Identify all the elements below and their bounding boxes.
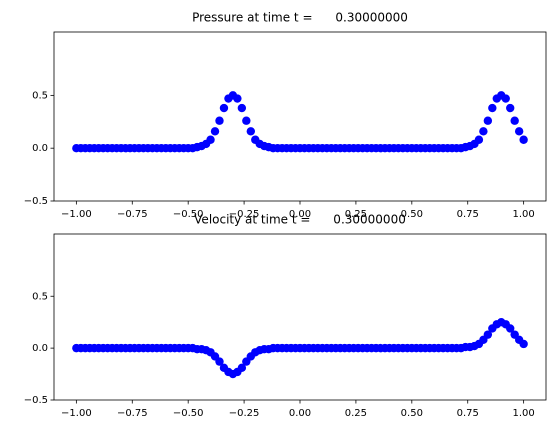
point (215, 116, 224, 125)
x-tick-label: 1.00 (513, 408, 535, 419)
x-tick-label: −1.00 (61, 408, 92, 419)
x-tick-label: 0.00 (289, 408, 311, 419)
x-tick-label: −0.75 (117, 408, 148, 419)
x-tick-label: 0.75 (457, 408, 479, 419)
point (215, 357, 224, 366)
point (233, 94, 242, 103)
x-tick-label: 0.75 (457, 209, 479, 220)
point (206, 135, 215, 144)
point (506, 324, 515, 333)
point (242, 116, 251, 125)
y-tick-label: 0.0 (32, 343, 48, 354)
axes-frame (53, 31, 547, 202)
x-tick-label: −0.75 (117, 209, 148, 220)
point (237, 103, 247, 113)
point (519, 339, 528, 349)
x-tick-label: 0.25 (345, 408, 367, 419)
axes-frame (53, 233, 547, 401)
point (514, 127, 524, 136)
point (210, 127, 220, 136)
chart-title: Pressure at time t = 0.30000000 (192, 11, 408, 25)
y-tick-label: −0.5 (24, 196, 48, 207)
point (519, 135, 528, 144)
point (506, 103, 515, 113)
y-tick-label: 0.5 (32, 90, 48, 101)
point (488, 103, 497, 113)
point (501, 94, 510, 103)
x-tick-label: −0.50 (173, 408, 204, 419)
x-tick-label: −1.00 (61, 209, 92, 220)
point (219, 103, 229, 113)
x-tick-label: 0.00 (289, 209, 311, 220)
point (483, 330, 493, 339)
y-tick-label: 0.5 (32, 291, 48, 302)
x-tick-label: 0.25 (345, 209, 367, 220)
point (479, 127, 488, 136)
point (510, 116, 519, 125)
x-tick-label: −0.50 (173, 209, 204, 220)
point (246, 127, 255, 136)
y-tick-label: −0.5 (24, 395, 48, 406)
x-tick-label: −0.25 (229, 209, 260, 220)
x-tick-label: 0.50 (401, 209, 423, 220)
chart-title: Velocity at time t = 0.30000000 (194, 213, 406, 227)
x-tick-label: −0.25 (229, 408, 260, 419)
point (237, 363, 247, 373)
x-tick-label: 0.50 (401, 408, 423, 419)
x-tick-label: 1.00 (513, 209, 535, 220)
point (474, 135, 484, 144)
point (483, 116, 493, 125)
y-tick-label: 0.0 (32, 143, 48, 154)
